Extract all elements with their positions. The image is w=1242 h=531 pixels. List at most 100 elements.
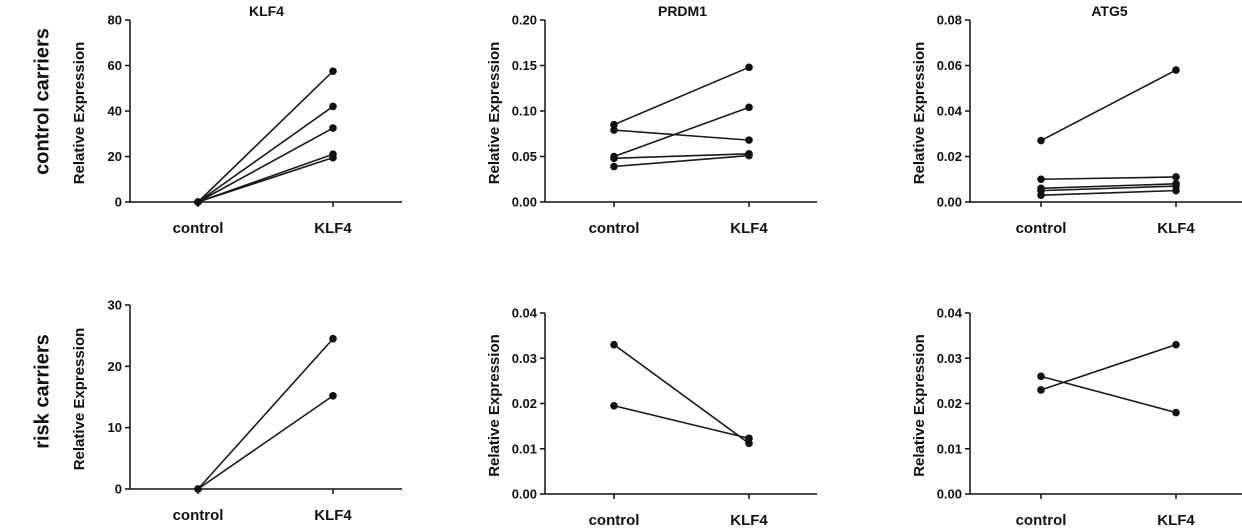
- y-tick-label-5-2: 0.02: [937, 396, 962, 411]
- data-point-1-4-0: [610, 162, 618, 171]
- data-point-1-1-0: [610, 126, 618, 134]
- chart-title-0: KLF4: [249, 3, 284, 19]
- y-axis-label-2: Relative Expression: [911, 42, 928, 185]
- y-tick-label-0-4: 80: [108, 13, 122, 28]
- data-point-1-2-1: [745, 103, 753, 112]
- x-tick-label-4-1: KLF4: [730, 512, 768, 529]
- series-line-1-1: [613, 129, 750, 141]
- series-line-1-0: [613, 66, 750, 126]
- data-point-0-2-1: [329, 124, 337, 132]
- x-tick-label-0-1: KLF4: [314, 220, 352, 237]
- y-tick-label-5-0: 0.00: [937, 487, 962, 502]
- data-point-3-1-1: [329, 391, 337, 400]
- x-tick-label-0-0: control: [173, 220, 224, 237]
- series-line-4-0: [613, 344, 750, 444]
- y-tick-label-3-2: 20: [108, 359, 122, 374]
- data-point-3-0-1: [329, 334, 337, 343]
- data-point-2-1-0: [1037, 175, 1045, 184]
- y-tick-label-4-1: 0.01: [512, 441, 537, 456]
- data-point-1-0-0: [610, 120, 618, 129]
- x-tick-label-2-0: control: [1016, 220, 1067, 237]
- series-line-2-3: [1040, 185, 1177, 192]
- y-tick-label-5-1: 0.01: [937, 441, 962, 456]
- y-tick-label-1-4: 0.20: [512, 13, 537, 28]
- series-line-1-4: [613, 154, 750, 168]
- chart-title-2: ATG5: [1091, 3, 1128, 19]
- y-tick-label-3-3: 30: [108, 298, 122, 313]
- y-axis-label-1: Relative Expression: [486, 42, 503, 185]
- data-point-3-1-0: [194, 485, 202, 493]
- y-tick-label-4-4: 0.04: [512, 306, 538, 321]
- series-line-2-2: [1040, 183, 1177, 190]
- x-tick-label-3-1: KLF4: [314, 507, 352, 524]
- x-tick-label-1-1: KLF4: [730, 220, 768, 237]
- y-tick-label-5-4: 0.04: [937, 306, 963, 321]
- data-point-0-4-1: [329, 153, 337, 162]
- series-line-3-1: [197, 395, 334, 490]
- data-point-2-0-1: [1172, 66, 1180, 74]
- y-axis-label-0: Relative Expression: [71, 42, 88, 185]
- data-point-2-0-0: [1037, 136, 1045, 145]
- x-tick-label-5-0: control: [1016, 512, 1067, 529]
- series-line-4-1: [613, 404, 750, 440]
- y-axis-label-3: Relative Expression: [71, 328, 88, 471]
- data-point-1-4-1: [745, 151, 753, 160]
- x-tick-label-2-1: KLF4: [1157, 220, 1195, 237]
- data-point-5-0-1: [1172, 408, 1180, 417]
- series-line-2-4: [1040, 189, 1177, 196]
- data-point-4-1-0: [610, 401, 618, 410]
- data-point-2-4-1: [1172, 186, 1180, 195]
- y-tick-label-2-4: 0.08: [937, 13, 962, 28]
- data-point-0-4-0: [194, 198, 202, 206]
- y-tick-label-2-3: 0.06: [937, 58, 962, 73]
- data-point-0-0-1: [329, 67, 337, 75]
- data-point-5-1-1: [1172, 340, 1180, 349]
- y-tick-label-3-0: 0: [115, 482, 122, 497]
- y-tick-label-2-1: 0.02: [937, 149, 962, 164]
- series-line-5-0: [1040, 375, 1177, 414]
- x-tick-label-5-1: KLF4: [1157, 512, 1195, 529]
- y-tick-label-0-3: 60: [108, 58, 122, 73]
- chart-title-1: PRDM1: [658, 3, 707, 19]
- series-line-2-1: [1040, 176, 1177, 181]
- y-tick-label-3-1: 10: [108, 420, 122, 435]
- y-axis-label-4: Relative Expression: [486, 334, 503, 477]
- series-line-0-1: [197, 105, 334, 203]
- series-line-5-1: [1040, 343, 1177, 391]
- y-tick-label-0-1: 20: [108, 149, 122, 164]
- x-tick-label-3-0: control: [173, 507, 224, 524]
- series-line-1-2: [613, 106, 750, 158]
- data-point-0-1-1: [329, 102, 337, 111]
- data-point-4-1-1: [745, 434, 753, 443]
- y-tick-label-1-1: 0.05: [512, 149, 537, 164]
- y-tick-label-4-3: 0.03: [512, 351, 537, 366]
- data-point-2-1-1: [1172, 173, 1180, 181]
- data-point-4-0-0: [610, 340, 618, 349]
- x-tick-label-4-0: control: [589, 512, 640, 529]
- data-point-5-1-0: [1037, 386, 1045, 394]
- series-line-3-0: [197, 338, 334, 490]
- data-point-2-4-0: [1037, 191, 1045, 199]
- y-tick-label-4-0: 0.00: [512, 487, 537, 502]
- series-line-0-4: [197, 156, 334, 203]
- data-point-1-1-1: [745, 136, 753, 144]
- series-line-0-0: [197, 70, 334, 203]
- y-tick-label-4-2: 0.02: [512, 396, 537, 411]
- data-point-1-0-1: [745, 63, 753, 72]
- series-line-2-0: [1040, 69, 1177, 142]
- y-tick-label-1-2: 0.10: [512, 104, 537, 119]
- y-tick-label-1-3: 0.15: [512, 58, 537, 73]
- y-axis-label-5: Relative Expression: [911, 334, 928, 477]
- x-tick-label-1-0: control: [589, 220, 640, 237]
- y-tick-label-1-0: 0.00: [512, 195, 537, 210]
- series-line-0-2: [197, 127, 334, 203]
- series-line-1-3: [613, 152, 750, 160]
- y-tick-label-0-2: 40: [108, 104, 122, 119]
- y-tick-label-2-2: 0.04: [937, 104, 963, 119]
- data-point-1-3-0: [610, 154, 618, 163]
- y-tick-label-0-0: 0: [115, 195, 122, 210]
- y-tick-label-5-3: 0.03: [937, 351, 962, 366]
- data-point-5-0-0: [1037, 372, 1045, 381]
- y-tick-label-2-0: 0.00: [937, 195, 962, 210]
